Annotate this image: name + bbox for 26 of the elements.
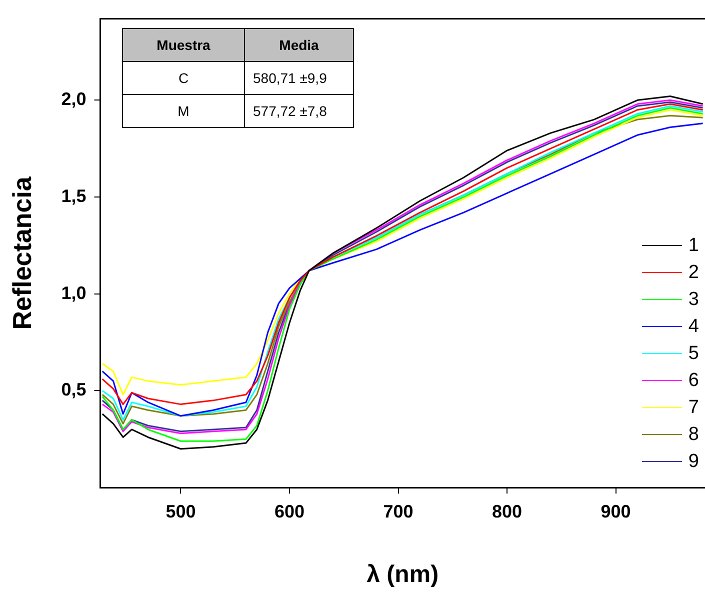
legend-label: 3 <box>688 288 699 310</box>
x-tick-label: 600 <box>274 501 305 522</box>
y-tick-label: 2,0 <box>61 89 86 110</box>
legend-label: 7 <box>688 396 699 418</box>
legend-label: 6 <box>688 370 699 392</box>
x-axis-title: λ (nm) <box>366 561 439 588</box>
x-tick-label: 500 <box>166 501 196 522</box>
legend-label: 9 <box>688 450 699 472</box>
legend-label: 8 <box>688 424 699 446</box>
x-tick-label: 800 <box>492 501 522 522</box>
legend-label: 2 <box>688 262 699 284</box>
legend-label: 4 <box>688 316 699 338</box>
annotation: Muestra <box>122 28 244 62</box>
y-axis-title: Reflectancia <box>6 176 37 330</box>
legend-label: 5 <box>688 342 699 364</box>
x-tick-label: 900 <box>600 501 631 522</box>
y-tick-label: 1,0 <box>61 282 86 303</box>
y-tick-label: 0,5 <box>61 380 86 400</box>
y-tick-label: 1,5 <box>61 186 86 206</box>
annotation: M <box>122 94 244 128</box>
annotation: 580,71 ±9,9 <box>244 62 354 94</box>
annotation: Media <box>244 28 354 62</box>
legend-label: 1 <box>688 234 699 256</box>
annotation: 577,72 ±7,8 <box>244 94 354 128</box>
x-tick-label: 700 <box>383 501 414 522</box>
annotation: C <box>122 62 244 94</box>
